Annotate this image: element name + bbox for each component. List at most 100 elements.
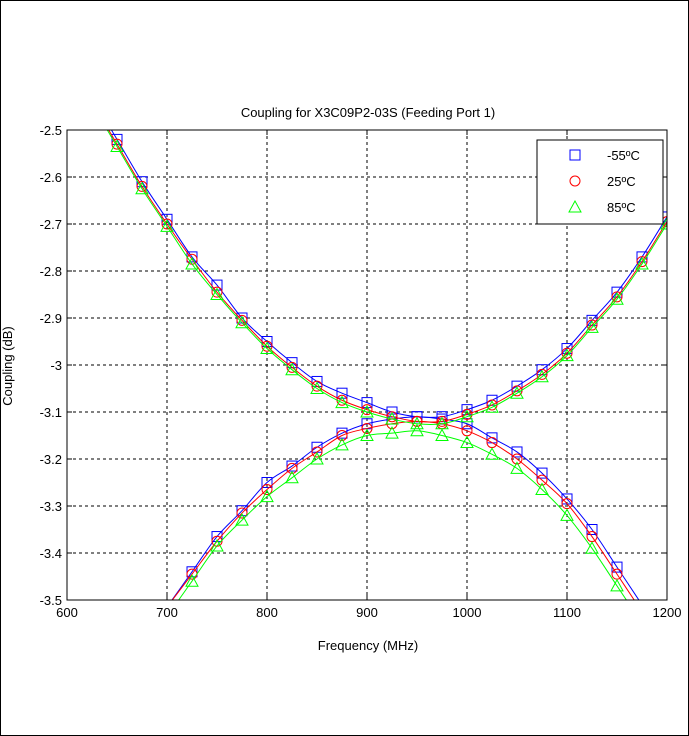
triangle-marker [635,256,649,270]
triangle-marker [210,287,224,300]
plot-area [106,130,667,600]
triangle-marker [510,461,524,474]
circle-marker [569,175,581,187]
square-marker [536,467,548,479]
x-tick-label: 1000 [453,605,482,620]
circle-marker [361,422,373,434]
series-line [178,430,627,600]
triangle-marker [235,513,249,526]
legend-entry-label: -55ºC [607,148,640,163]
y-tick-label: -2.9 [40,311,62,326]
series-line [108,130,667,423]
triangle-marker [310,451,324,465]
circle-marker [536,474,548,486]
triangle-marker [585,541,599,554]
y-tick-label: -3 [50,358,62,373]
x-axis-label: Frequency (MHz) [318,638,418,653]
triangle-marker [460,435,474,449]
axes-box [66,129,668,601]
triangle-marker [585,320,599,333]
circle-marker [411,415,423,427]
circle-marker [511,385,523,397]
legend: -55ºC 25ºC 85ºC [536,139,664,225]
x-tick-label: 800 [256,605,278,620]
triangle-marker [410,416,424,430]
square-marker [511,446,523,458]
circle-marker [136,180,148,192]
triangle-marker [185,256,199,270]
triangle-marker [260,489,274,503]
x-tick-label: 900 [356,605,378,620]
legend-entry-label: 85ºC [607,200,636,215]
triangle-marker [360,404,374,418]
circle-marker [261,340,273,352]
triangle-marker [560,348,574,362]
y-tick-label: -2.6 [40,170,62,185]
circle-marker [311,446,323,458]
x-tick-label: 1100 [553,605,581,620]
square-marker [361,397,373,409]
square-marker [261,477,273,488]
x-tick-label: 600 [56,605,78,620]
circle-marker [336,430,348,441]
circle-marker [436,415,448,427]
triangle-marker [385,426,399,439]
triangle-marker [385,412,399,425]
y-tick-label: -3.3 [40,499,62,514]
circle-marker [636,256,648,268]
circle-marker [386,411,398,423]
triangle-marker [335,437,349,451]
triangle-marker [535,482,549,496]
triangle-marker [660,216,667,230]
circle-marker [286,361,298,373]
triangle-marker [260,341,274,355]
triangle-marker [285,362,299,376]
circle-marker [461,408,473,420]
triangle-marker [210,538,224,552]
circle-marker [236,314,248,326]
chart-title: Coupling for X3C09P2-03S (Feeding Port 1… [241,105,495,120]
triangle-marker [310,381,324,394]
circle-marker [511,453,523,465]
triangle-marker [410,423,424,437]
triangle-marker [135,181,149,195]
circle-marker [586,319,598,331]
y-tick-label: -3.2 [40,452,62,467]
x-tick-label: 1200 [653,605,682,620]
triangle-marker [360,428,374,441]
triangle-marker [610,292,624,305]
circle-marker [111,138,123,150]
y-tick-label: -2.5 [40,123,62,138]
circle-marker [286,462,298,474]
triangle-marker [460,409,474,423]
square-marker [336,387,348,399]
triangle-marker [335,395,349,409]
y-tick-label: -2.8 [40,264,62,279]
circle-marker [536,368,548,380]
triangle-marker [535,369,549,383]
triangle-marker [485,400,499,413]
circle-marker [611,291,623,303]
triangle-marker [510,386,524,399]
triangle-marker [185,574,199,587]
square-marker [569,149,581,161]
circle-marker [361,404,373,416]
circle-marker [161,218,173,230]
circle-marker [236,507,248,519]
triangle-marker [435,428,449,441]
circle-marker [211,286,223,298]
y-tick-label: -3.4 [40,546,62,561]
x-tick-label: 700 [156,605,178,620]
y-tick-label: -3.1 [40,405,62,420]
triangle-marker [235,315,249,329]
square-marker [236,505,248,517]
triangle-marker [160,219,174,232]
triangle-marker [285,470,299,484]
triangle-marker [560,508,574,521]
legend-box [536,139,664,225]
y-axis-label: Coupling (dB) [0,326,15,406]
y-tick-label: -2.7 [40,217,62,232]
circle-marker [311,380,323,392]
square-marker [186,566,198,578]
